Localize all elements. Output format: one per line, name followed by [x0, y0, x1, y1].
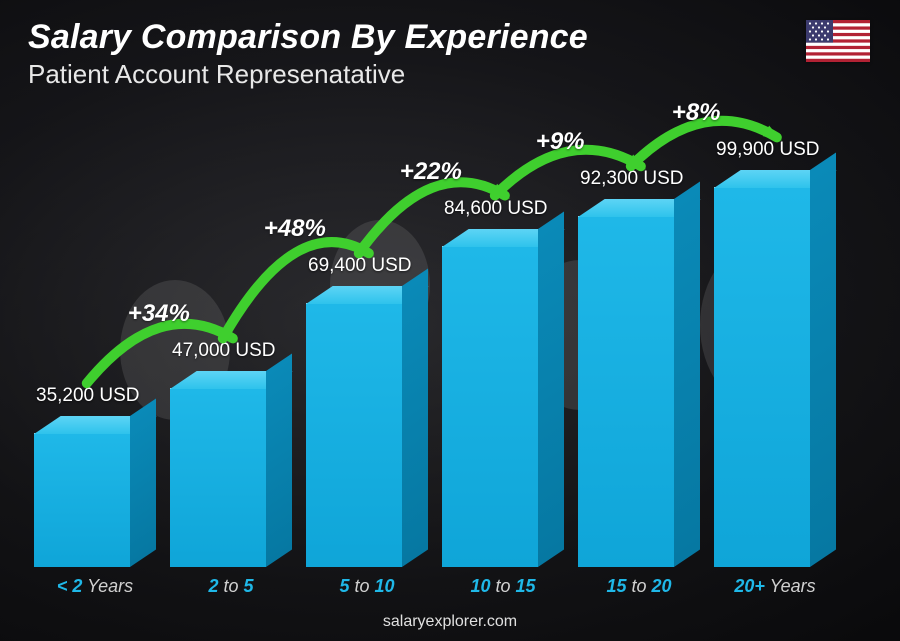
pct-increase-label: +8% [672, 99, 721, 127]
chart-subtitle: Patient Account Represenatative [28, 59, 872, 90]
chart-title: Salary Comparison By Experience [28, 18, 872, 57]
increase-arrow [34, 87, 854, 597]
bar-chart: 35,200 USD< 2 Years47,000 USD2 to 569,40… [34, 87, 854, 597]
header: Salary Comparison By Experience Patient … [28, 18, 872, 90]
footer-source: salaryexplorer.com [0, 613, 900, 631]
us-flag-icon [806, 20, 870, 62]
